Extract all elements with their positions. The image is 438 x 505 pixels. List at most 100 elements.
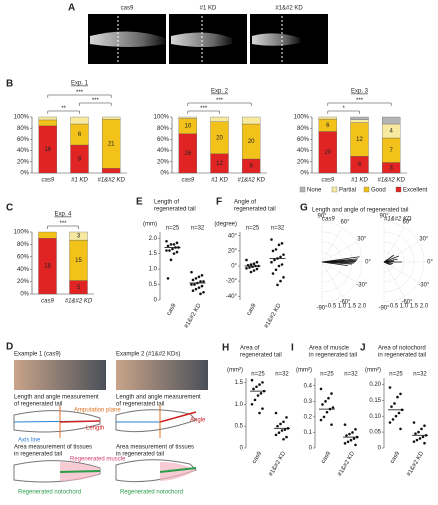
data-label: 15 bbox=[75, 258, 82, 264]
panel-label: I bbox=[291, 343, 294, 354]
y-tick-label: 0% bbox=[20, 292, 29, 298]
dot bbox=[279, 422, 282, 426]
y-tick-label: 0 bbox=[309, 446, 313, 452]
chart-title: Exp. 4 bbox=[54, 212, 72, 218]
y-tick-label: 0° bbox=[231, 264, 237, 270]
bar-segment bbox=[242, 116, 261, 125]
y-tick-label: 0.10 bbox=[369, 414, 381, 420]
data-label: 5 bbox=[77, 285, 81, 291]
y-tick-label: 1.5 bbox=[149, 251, 158, 257]
dot bbox=[165, 249, 168, 252]
grid-line bbox=[383, 227, 405, 263]
dot bbox=[412, 421, 416, 424]
chart-title: Exp. 3 bbox=[351, 89, 369, 95]
x-tick-label: #1&#2 KD bbox=[406, 450, 425, 477]
legend-label: None bbox=[307, 188, 322, 194]
bar-segment bbox=[70, 116, 89, 125]
dot bbox=[194, 277, 198, 280]
y-tick-label: 40% bbox=[157, 148, 170, 154]
legend-swatch bbox=[299, 186, 306, 193]
bar-segment bbox=[38, 119, 57, 126]
dot bbox=[259, 392, 263, 395]
dot bbox=[171, 247, 174, 251]
data-label: 20 bbox=[324, 150, 331, 156]
sig-label: * bbox=[342, 106, 345, 112]
panel-label: F bbox=[216, 197, 222, 208]
dot bbox=[255, 260, 259, 264]
dot bbox=[250, 378, 254, 382]
grid-arc bbox=[321, 231, 353, 293]
a-tick-label: 60° bbox=[402, 220, 412, 226]
dot bbox=[388, 421, 392, 424]
dot bbox=[396, 395, 399, 399]
y-tick-label: 20% bbox=[297, 159, 310, 165]
bar-segment bbox=[382, 116, 401, 125]
dot bbox=[282, 420, 285, 424]
caption: Example 2 (#1&#2 KDs) bbox=[116, 352, 180, 358]
ray bbox=[383, 254, 395, 263]
r-tick-label: 1.0 bbox=[338, 304, 347, 310]
dot bbox=[274, 268, 278, 272]
legend-swatch bbox=[395, 186, 402, 193]
dot bbox=[274, 248, 278, 251]
caption: Length and angle measurement bbox=[14, 395, 99, 401]
x-tick-label: #1 KD bbox=[71, 178, 88, 184]
dot bbox=[352, 437, 356, 440]
dot bbox=[279, 279, 282, 283]
a-tick-label: -30° bbox=[418, 283, 430, 289]
dot bbox=[197, 275, 201, 279]
dot bbox=[168, 249, 171, 252]
y-tick-label: 0.20 bbox=[369, 382, 381, 388]
y-tick-label: 20% bbox=[17, 279, 30, 285]
bar-segment bbox=[38, 231, 57, 239]
dot bbox=[279, 255, 282, 259]
dot bbox=[399, 392, 402, 396]
caption: Area measurement of tissues bbox=[116, 445, 194, 451]
n-label: n=25 bbox=[389, 372, 403, 378]
r-tick-label: 0.5 bbox=[328, 304, 337, 310]
dot bbox=[194, 287, 198, 291]
y-tick-label: 40° bbox=[228, 233, 238, 239]
legend-label: Excellent bbox=[403, 188, 428, 194]
dot bbox=[280, 263, 284, 266]
dot bbox=[349, 438, 353, 442]
dot bbox=[282, 276, 285, 279]
data-label: 20 bbox=[216, 135, 223, 141]
dot bbox=[191, 289, 195, 293]
dot bbox=[245, 266, 248, 270]
grid-arc bbox=[383, 221, 425, 303]
sig-bracket bbox=[327, 110, 360, 114]
a-tick-label: 90° bbox=[317, 214, 327, 220]
dot bbox=[412, 440, 416, 443]
dot bbox=[280, 242, 284, 245]
x-tick-label: #1&#2 KD bbox=[337, 450, 356, 477]
dot bbox=[394, 414, 398, 418]
y-tick-label: 0.2 bbox=[304, 414, 313, 420]
caption: Example 1 (cas9) bbox=[14, 352, 61, 358]
data-label: 3 bbox=[389, 165, 393, 171]
legend-label: Good bbox=[371, 188, 386, 194]
x-tick-label: #1 KD bbox=[351, 178, 368, 184]
unit: (mm²) bbox=[296, 368, 312, 374]
grid-line bbox=[321, 261, 357, 283]
sig-label: *** bbox=[216, 98, 224, 104]
y-tick-label: 2.0 bbox=[149, 236, 158, 242]
dot bbox=[249, 270, 253, 274]
data-label: 12 bbox=[216, 161, 223, 167]
n-label: n=32 bbox=[344, 372, 358, 378]
x-tick-label: #1&#2 KD bbox=[65, 299, 93, 305]
dot bbox=[420, 427, 423, 431]
annotation: Regenerated notochord bbox=[18, 490, 81, 496]
x-tick-label: cas9 bbox=[181, 178, 194, 184]
grid-line bbox=[383, 261, 419, 283]
data-label: 18 bbox=[44, 264, 51, 270]
dot bbox=[325, 410, 329, 414]
a-tick-label: 60° bbox=[340, 220, 350, 226]
sig-bracket bbox=[47, 225, 79, 229]
chart-title: Area of bbox=[240, 346, 260, 352]
y-tick-label: 0% bbox=[300, 171, 309, 177]
bar-segment bbox=[178, 116, 197, 119]
chart-title: in regenerated tail bbox=[309, 353, 357, 359]
dot bbox=[274, 433, 278, 437]
data-label: 8 bbox=[78, 157, 82, 163]
